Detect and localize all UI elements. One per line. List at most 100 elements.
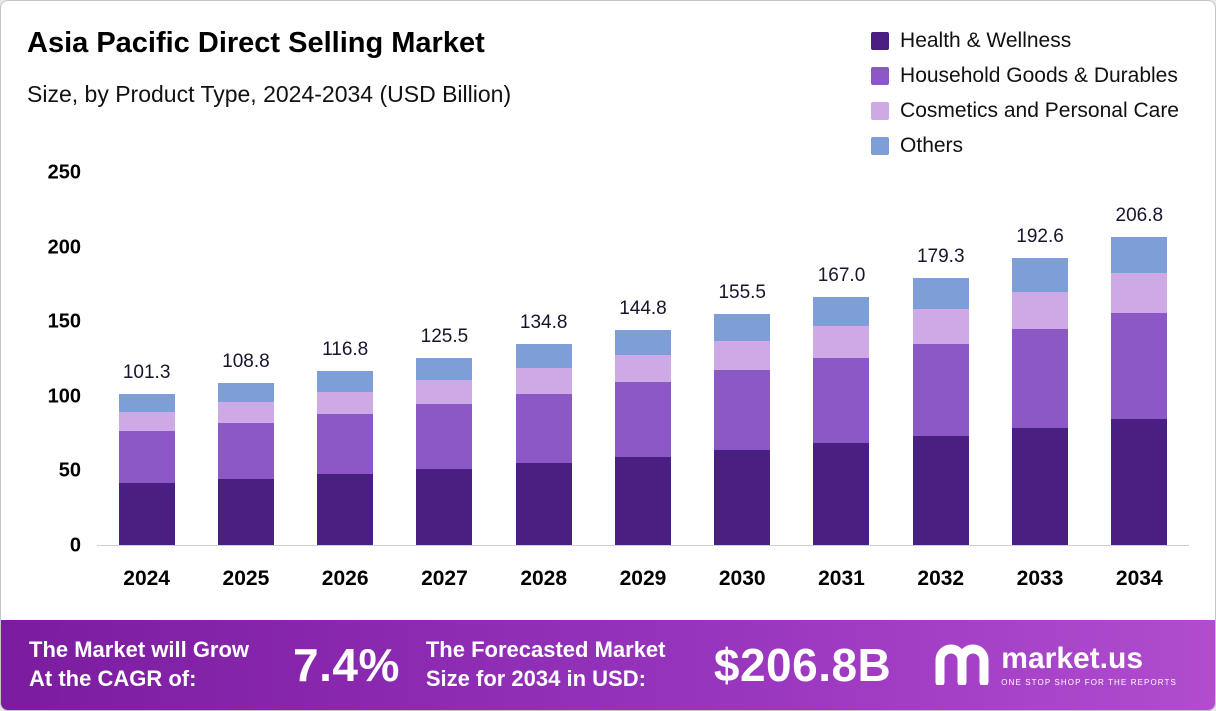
- bar-segment-others: [217, 383, 274, 403]
- legend-swatch: [871, 137, 890, 155]
- bar-total-label: 167.0: [817, 264, 866, 286]
- bar-segment-household-goods-durables: [1111, 312, 1168, 419]
- x-tick-label: 2027: [421, 567, 468, 590]
- bar-total-label: 206.8: [1115, 205, 1164, 227]
- bar-segment-cosmetics-and-personal-care: [416, 380, 473, 405]
- bar-segment-household-goods-durables: [118, 431, 175, 484]
- brand-tagline: ONE STOP SHOP FOR THE REPORTS: [1001, 677, 1177, 687]
- bar-segment-household-goods-durables: [614, 382, 671, 457]
- brand-lockup: market.us ONE STOP SHOP FOR THE REPORTS: [933, 641, 1177, 690]
- bar-group: 134.8 2028: [494, 173, 593, 590]
- legend-item: Household Goods & Durables: [871, 64, 1179, 88]
- bar-group: 108.8 2025: [196, 173, 295, 590]
- bar-total-label: 101.3: [122, 362, 171, 384]
- legend-swatch: [871, 32, 890, 50]
- page-subtitle: Size, by Product Type, 2024-2034 (USD Bi…: [27, 81, 512, 107]
- y-axis: 0 50 100 150 200 250: [25, 162, 81, 557]
- x-tick-label: 2032: [917, 567, 965, 590]
- bar-segment-others: [714, 313, 771, 341]
- legend-label: Household Goods & Durables: [900, 64, 1178, 87]
- stacked-bar: [1111, 173, 1168, 545]
- bar-segment-health-wellness: [416, 468, 473, 545]
- cagr-label-line2: At the CAGR of:: [29, 666, 197, 691]
- forecast-value: $206.8B: [713, 639, 892, 691]
- footer-banner: The Market will Grow At the CAGR of: 7.4…: [1, 620, 1215, 710]
- stacked-bar: [515, 173, 572, 545]
- legend-item: Health & Wellness: [871, 29, 1179, 53]
- bar-segment-health-wellness: [515, 462, 572, 545]
- legend-item: Cosmetics and Personal Care: [871, 99, 1179, 123]
- y-tick-label: 50: [58, 459, 81, 482]
- stacked-bar: [317, 173, 374, 545]
- bar-segment-household-goods-durables: [714, 370, 771, 451]
- forecast-label-line1: The Forecasted Market: [425, 637, 666, 663]
- stacked-bar: [416, 173, 473, 545]
- x-tick-label: 2034: [1115, 567, 1163, 590]
- x-tick-label: 2029: [619, 567, 667, 590]
- bar-segment-cosmetics-and-personal-care: [912, 309, 969, 344]
- legend-label: Others: [900, 134, 964, 157]
- forecast-label: The Forecasted Market Size for 2034 in U…: [426, 636, 708, 693]
- bar-segment-health-wellness: [614, 456, 671, 545]
- bar-segment-household-goods-durables: [1012, 328, 1069, 428]
- legend-label: Cosmetics and Personal Care: [900, 99, 1179, 122]
- bar-segment-cosmetics-and-personal-care: [1111, 273, 1168, 313]
- stacked-bar: [813, 173, 870, 545]
- bar-segment-cosmetics-and-personal-care: [813, 325, 870, 358]
- x-tick-label: 2031: [818, 567, 865, 590]
- bar-segment-others: [416, 358, 473, 381]
- bar-segment-others: [317, 371, 374, 392]
- bar-segment-health-wellness: [317, 473, 374, 545]
- legend-item: Others: [871, 134, 1179, 158]
- stacked-bar: [1012, 173, 1069, 545]
- stacked-bar: [217, 173, 274, 545]
- bar-group: 125.5 2027: [395, 173, 494, 590]
- plot-area: 101.3 2024 108.8 2025 116.8 2026 125.5 2027 134.…: [97, 173, 1189, 590]
- bar-segment-cosmetics-and-personal-care: [217, 402, 274, 423]
- x-tick-label: 2033: [1016, 567, 1064, 590]
- bar-segment-household-goods-durables: [416, 404, 473, 469]
- y-tick-label: 0: [69, 534, 81, 557]
- bar-segment-household-goods-durables: [317, 413, 374, 474]
- bar-total-label: 192.6: [1016, 226, 1064, 248]
- bar-total-label: 125.5: [420, 326, 469, 348]
- stacked-bar: [118, 173, 175, 545]
- bar-segment-cosmetics-and-personal-care: [515, 367, 572, 394]
- page-title: Asia Pacific Direct Selling Market: [27, 27, 485, 59]
- brand-name: market.us: [1001, 641, 1144, 675]
- bar-group: 167.0 2031: [792, 173, 891, 590]
- cagr-label: The Market will Grow At the CAGR of:: [29, 636, 287, 693]
- bar-total-label: 134.8: [519, 312, 568, 334]
- x-tick-label: 2026: [321, 567, 369, 590]
- x-tick-label: 2028: [520, 567, 568, 590]
- bar-segment-health-wellness: [813, 443, 870, 545]
- bar-segment-health-wellness: [217, 478, 274, 545]
- bar-segment-household-goods-durables: [217, 422, 274, 479]
- x-tick-label: 2024: [123, 567, 170, 590]
- bar-group: 192.6 2033: [990, 173, 1089, 590]
- legend-swatch: [871, 67, 890, 85]
- bar-segment-others: [515, 344, 572, 368]
- stacked-bar: [714, 173, 771, 545]
- bar-total-label: 108.8: [222, 351, 270, 373]
- bar-group: 116.8 2026: [296, 173, 395, 590]
- bar-segment-household-goods-durables: [813, 357, 870, 444]
- bar-total-label: 155.5: [718, 281, 766, 303]
- bar-total-label: 144.8: [619, 297, 667, 319]
- y-tick-label: 150: [47, 310, 81, 333]
- stacked-bar: [614, 173, 671, 545]
- bar-total-label: 179.3: [916, 246, 965, 268]
- cagr-value: 7.4%: [293, 639, 400, 691]
- bar-segment-cosmetics-and-personal-care: [714, 340, 771, 371]
- bar-segment-others: [912, 278, 969, 310]
- legend-label: Health & Wellness: [900, 29, 1072, 52]
- bar-segment-health-wellness: [118, 483, 175, 545]
- bar-segment-health-wellness: [1111, 418, 1168, 545]
- bar-segment-health-wellness: [912, 435, 969, 545]
- legend-swatch: [871, 102, 890, 120]
- bar-segment-health-wellness: [714, 450, 771, 545]
- bar-group: 179.3 2032: [891, 173, 990, 590]
- marketus-logo-icon: [933, 641, 991, 690]
- bar-total-label: 116.8: [322, 339, 369, 361]
- bar-group: 144.8 2029: [593, 173, 692, 590]
